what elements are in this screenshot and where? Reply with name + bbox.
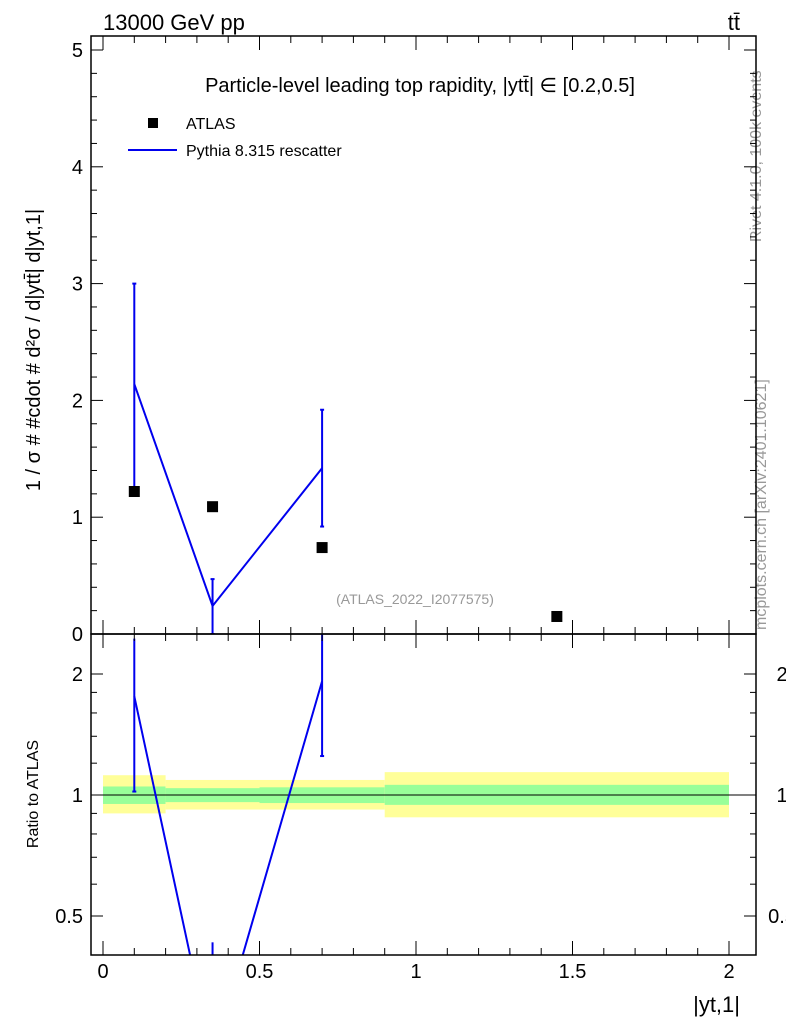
xtick-label: 0.5 <box>246 961 274 983</box>
atlas-point <box>207 501 219 513</box>
ratio-pythia-line <box>133 680 324 955</box>
xtick-label: 1.5 <box>559 961 587 983</box>
ratio-ytick-label: 1 <box>72 785 83 807</box>
main-title: Particle-level leading top rapidity, |yt… <box>205 75 635 97</box>
energy-label: 13000 GeV pp <box>103 10 245 35</box>
main-ytick-label: 4 <box>72 157 83 179</box>
main-ytick-label: 3 <box>72 274 83 296</box>
ratio-ytick-label-right: 2 <box>776 664 786 686</box>
ratio-plot: 0.5 0.5 1 1 2 2 0 0.5 1 1.5 2 Ratio to ATLAS |yt,… <box>25 36 786 1017</box>
main-y-axis-label: 1 / σ # #cdot # d²σ / d|ytt̄| d|yt,1| <box>23 209 45 491</box>
ratio-ytick-label-right: 1 <box>776 785 786 807</box>
x-axis-label: |yt,1| <box>693 992 740 1017</box>
main-ytick-label: 1 <box>72 507 83 529</box>
ratio-ytick-label: 2 <box>72 664 83 686</box>
atlas-point <box>551 610 563 622</box>
legend: ATLAS Pythia 8.315 rescatter <box>128 116 342 160</box>
ratio-y-axis-label: Ratio to ATLAS <box>25 740 42 848</box>
mcplots-label: mcplots.cern.ch [arXiv:2401.10621] <box>753 379 770 630</box>
watermark: (ATLAS_2022_I2077575) <box>336 591 494 607</box>
ratio-ytick-label: 0.5 <box>55 906 83 928</box>
legend-atlas-label: ATLAS <box>186 116 236 133</box>
xtick-label: 0 <box>97 961 108 983</box>
atlas-point <box>316 542 328 554</box>
pythia-line <box>133 383 323 609</box>
ratio-ytick-label-right: 0.5 <box>768 906 786 928</box>
main-ytick-label: 5 <box>72 40 83 62</box>
atlas-point <box>128 486 140 498</box>
xtick-label: 2 <box>723 961 734 983</box>
main-plot: 0 1 2 3 4 5 Particle-level leading top rapidi… <box>23 35 757 646</box>
xtick-label: 1 <box>410 961 421 983</box>
main-ytick-label: 0 <box>72 624 83 646</box>
legend-atlas-marker <box>148 118 158 128</box>
process-label: tt̄ <box>728 10 740 35</box>
legend-pythia-label: Pythia 8.315 rescatter <box>186 143 342 160</box>
main-ytick-label: 2 <box>72 390 83 412</box>
